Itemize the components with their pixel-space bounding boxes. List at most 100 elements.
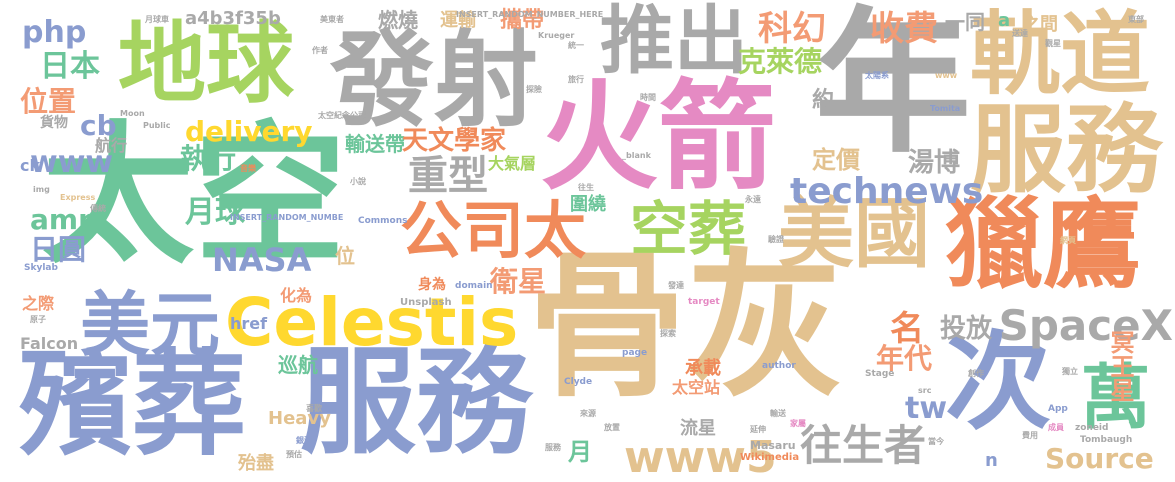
- word-yinyue: 音樂: [240, 164, 256, 173]
- word-zhijian: 之間: [1022, 14, 1058, 35]
- word-www-small: www: [935, 71, 958, 80]
- word-weixing: 衛星: [490, 265, 547, 298]
- word-shoufei: 收費: [870, 9, 938, 49]
- word-wan: 萬: [1069, 360, 1151, 430]
- word-zhiji: 之際: [22, 294, 55, 313]
- word-cb: cb: [80, 109, 117, 142]
- word-yugu: 預估: [286, 450, 302, 459]
- word-source: Source: [1045, 442, 1154, 475]
- word-kelaide: 克萊德: [738, 45, 823, 78]
- word-zhongxing: 重型: [408, 153, 488, 199]
- word-falcon: Falcon: [20, 334, 79, 353]
- word-wangsheng: 往生: [578, 183, 594, 192]
- word-laiyuan: 來源: [580, 409, 596, 418]
- word-tongyi: 統一: [568, 41, 584, 50]
- word-yue2: 約: [812, 88, 835, 113]
- word-author: author: [762, 361, 796, 371]
- word-krueger: Krueger: [538, 31, 575, 40]
- word-taiyangxi: 太陽系: [865, 71, 889, 80]
- word-wangye: 網頁: [1060, 236, 1076, 245]
- word-gongsitai: 公司太: [400, 194, 587, 267]
- word-fashe: 發射: [330, 19, 539, 141]
- word-shijian: 時間: [640, 93, 656, 102]
- word-wikimedia: Wikimedia: [740, 452, 800, 463]
- word-shusong: 輸送: [770, 409, 786, 418]
- word-tangbo: 湯博: [908, 148, 961, 178]
- word-src: src: [918, 386, 932, 395]
- word-domain: domain: [455, 281, 493, 291]
- word-dingjia: 定價: [812, 146, 860, 174]
- word-a: a: [998, 10, 1011, 31]
- word-meidongzhe: 美東者: [320, 15, 344, 24]
- word-commons: Commons: [358, 216, 408, 226]
- word-yinhe: 銀河: [296, 436, 312, 445]
- word-guanxing: 觀星: [1045, 39, 1061, 48]
- word-fangzhi: 放置: [604, 423, 620, 432]
- word-yunshu: 運輸: [440, 10, 476, 31]
- word-meiyuan: 美元: [80, 284, 220, 366]
- word-taikong: 太空: [42, 107, 346, 284]
- word-meiguo: 美國: [778, 189, 930, 278]
- word-tianwenxuejia: 天文學家: [402, 126, 507, 156]
- word-img: img: [33, 185, 50, 194]
- word-huowu: 貨物: [40, 115, 68, 131]
- word-taikong-jinian: 太空紀念公司: [318, 111, 366, 120]
- word-celestis: Celestis: [225, 284, 519, 361]
- word-fuwu-tan: 服務: [970, 94, 1162, 206]
- word-dangjin: 當今: [928, 437, 944, 446]
- word-masaru: Masaru: [750, 439, 796, 452]
- word-href: href: [230, 314, 268, 333]
- word-page: page: [622, 348, 648, 358]
- word-fuwu-small: 服務: [545, 443, 561, 452]
- word-toufang: 投放: [940, 314, 993, 344]
- word-www-blue: www: [30, 145, 114, 180]
- word-tombaugh: Tombaugh: [1080, 435, 1133, 445]
- word-php: php: [22, 15, 87, 50]
- word-niandai: 年代: [876, 342, 933, 375]
- word-riben: 日本: [40, 49, 100, 84]
- word-n: n: [985, 450, 998, 471]
- word-diqiu: 地球: [118, 12, 295, 115]
- word-daijin: 殆盡: [238, 453, 274, 474]
- word-yueqiuche: 月球車: [145, 15, 169, 24]
- word-lvxing: 旅行: [568, 75, 584, 84]
- word-shenwei: 身為: [418, 277, 446, 293]
- word-yongyuan: 永遠: [745, 195, 761, 204]
- word-dongbu: 東部: [1128, 15, 1144, 24]
- word-feiyong: 費用: [1022, 431, 1038, 440]
- word-guhui: 骨灰: [528, 235, 844, 419]
- word-huojian: 火箭: [540, 68, 777, 206]
- word-taikongzhan: 太空站: [672, 378, 721, 397]
- word-tw: tw: [905, 391, 948, 426]
- word-nian: 年: [815, 0, 971, 174]
- word-shusongdai: 輸送帶: [345, 132, 405, 156]
- word-yueqiu: 月球: [185, 195, 245, 230]
- word-riyuan: 日圓: [30, 233, 87, 266]
- word-duli: 獨立: [1062, 367, 1078, 376]
- word-weirao: 圍繞: [570, 194, 606, 215]
- word-zuozhe: 作者: [312, 46, 328, 55]
- word-guidao: 軌道: [970, 2, 1150, 107]
- word-technews: technews: [790, 171, 984, 212]
- word-xihuan: 喜歡: [306, 404, 322, 413]
- word-liuxing: 流星: [680, 418, 716, 439]
- word-chengzai: 承載: [685, 358, 721, 379]
- word-binzang: 殯葬: [18, 338, 247, 471]
- word-app: App: [1048, 404, 1068, 414]
- word-www5: www5: [624, 432, 777, 482]
- word-xiedai: 攜帶: [500, 8, 545, 33]
- word-zoneid: zoneid: [1075, 423, 1109, 433]
- word-amp: amp: [30, 203, 99, 236]
- word-tomita: Tomita: [930, 104, 961, 113]
- word-zhixing: 執行: [180, 142, 237, 175]
- word-wangshengzhe: 往生者: [800, 421, 927, 470]
- word-insert-random-number-here: INSERT_RANDOM_NUMBER_HERE: [456, 10, 604, 19]
- word-chuangzuo: 創作: [968, 369, 984, 378]
- word-xunhang: 巡航: [278, 353, 318, 377]
- word-public: Public: [143, 121, 171, 130]
- word-yanshen: 延伸: [750, 425, 766, 434]
- word-yue: 月: [568, 438, 592, 466]
- word-weizhi: 位置: [20, 85, 77, 118]
- word-mingwangxing: 冥王星: [1106, 330, 1134, 402]
